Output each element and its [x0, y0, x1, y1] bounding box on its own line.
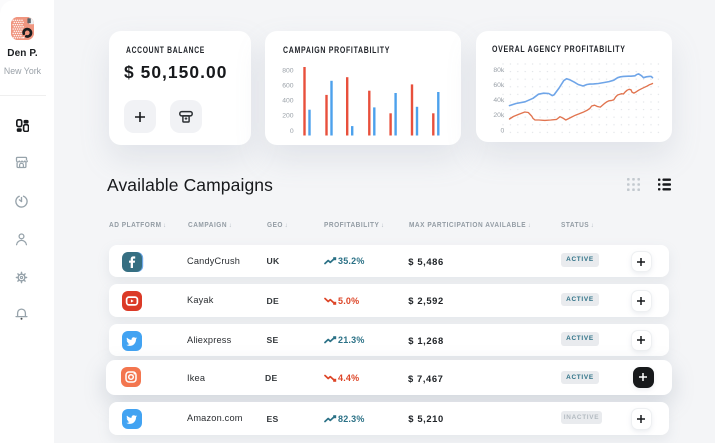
- svg-text:0: 0: [290, 128, 294, 135]
- svg-text:60k: 60k: [493, 82, 505, 89]
- svg-text:20k: 20k: [493, 112, 505, 119]
- svg-text:400: 400: [282, 98, 294, 105]
- svg-text:800: 800: [282, 68, 294, 75]
- svg-text:40k: 40k: [493, 97, 505, 104]
- svg-text:0: 0: [501, 127, 505, 134]
- svg-text:80k: 80k: [493, 67, 505, 74]
- svg-text:200: 200: [282, 113, 294, 120]
- svg-text:600: 600: [282, 83, 294, 90]
